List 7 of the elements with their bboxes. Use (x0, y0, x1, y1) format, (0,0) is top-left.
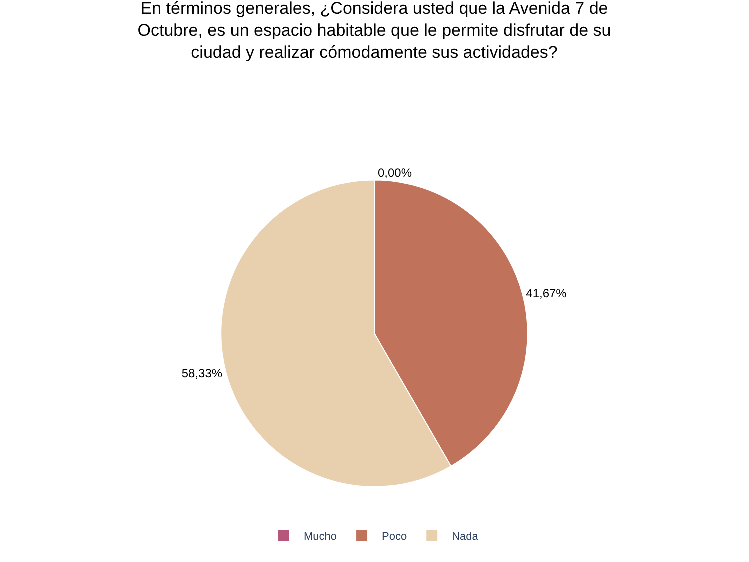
text: 0,00% (378, 166, 412, 180)
legend-label: Nada (452, 530, 480, 543)
legend-label: Poco (382, 530, 408, 543)
legend-label: Mucho (304, 530, 338, 543)
chart-title: En términos generales, ¿Considera usted que la Avenida 7 de Octubre, es un espacio habitable que le permite disfrutar de su ciudad y realizar cómodamente sus actividades? (138, 0, 612, 62)
data-label: 58,33% (182, 366, 223, 381)
data-label: 41,67% (526, 286, 568, 300)
